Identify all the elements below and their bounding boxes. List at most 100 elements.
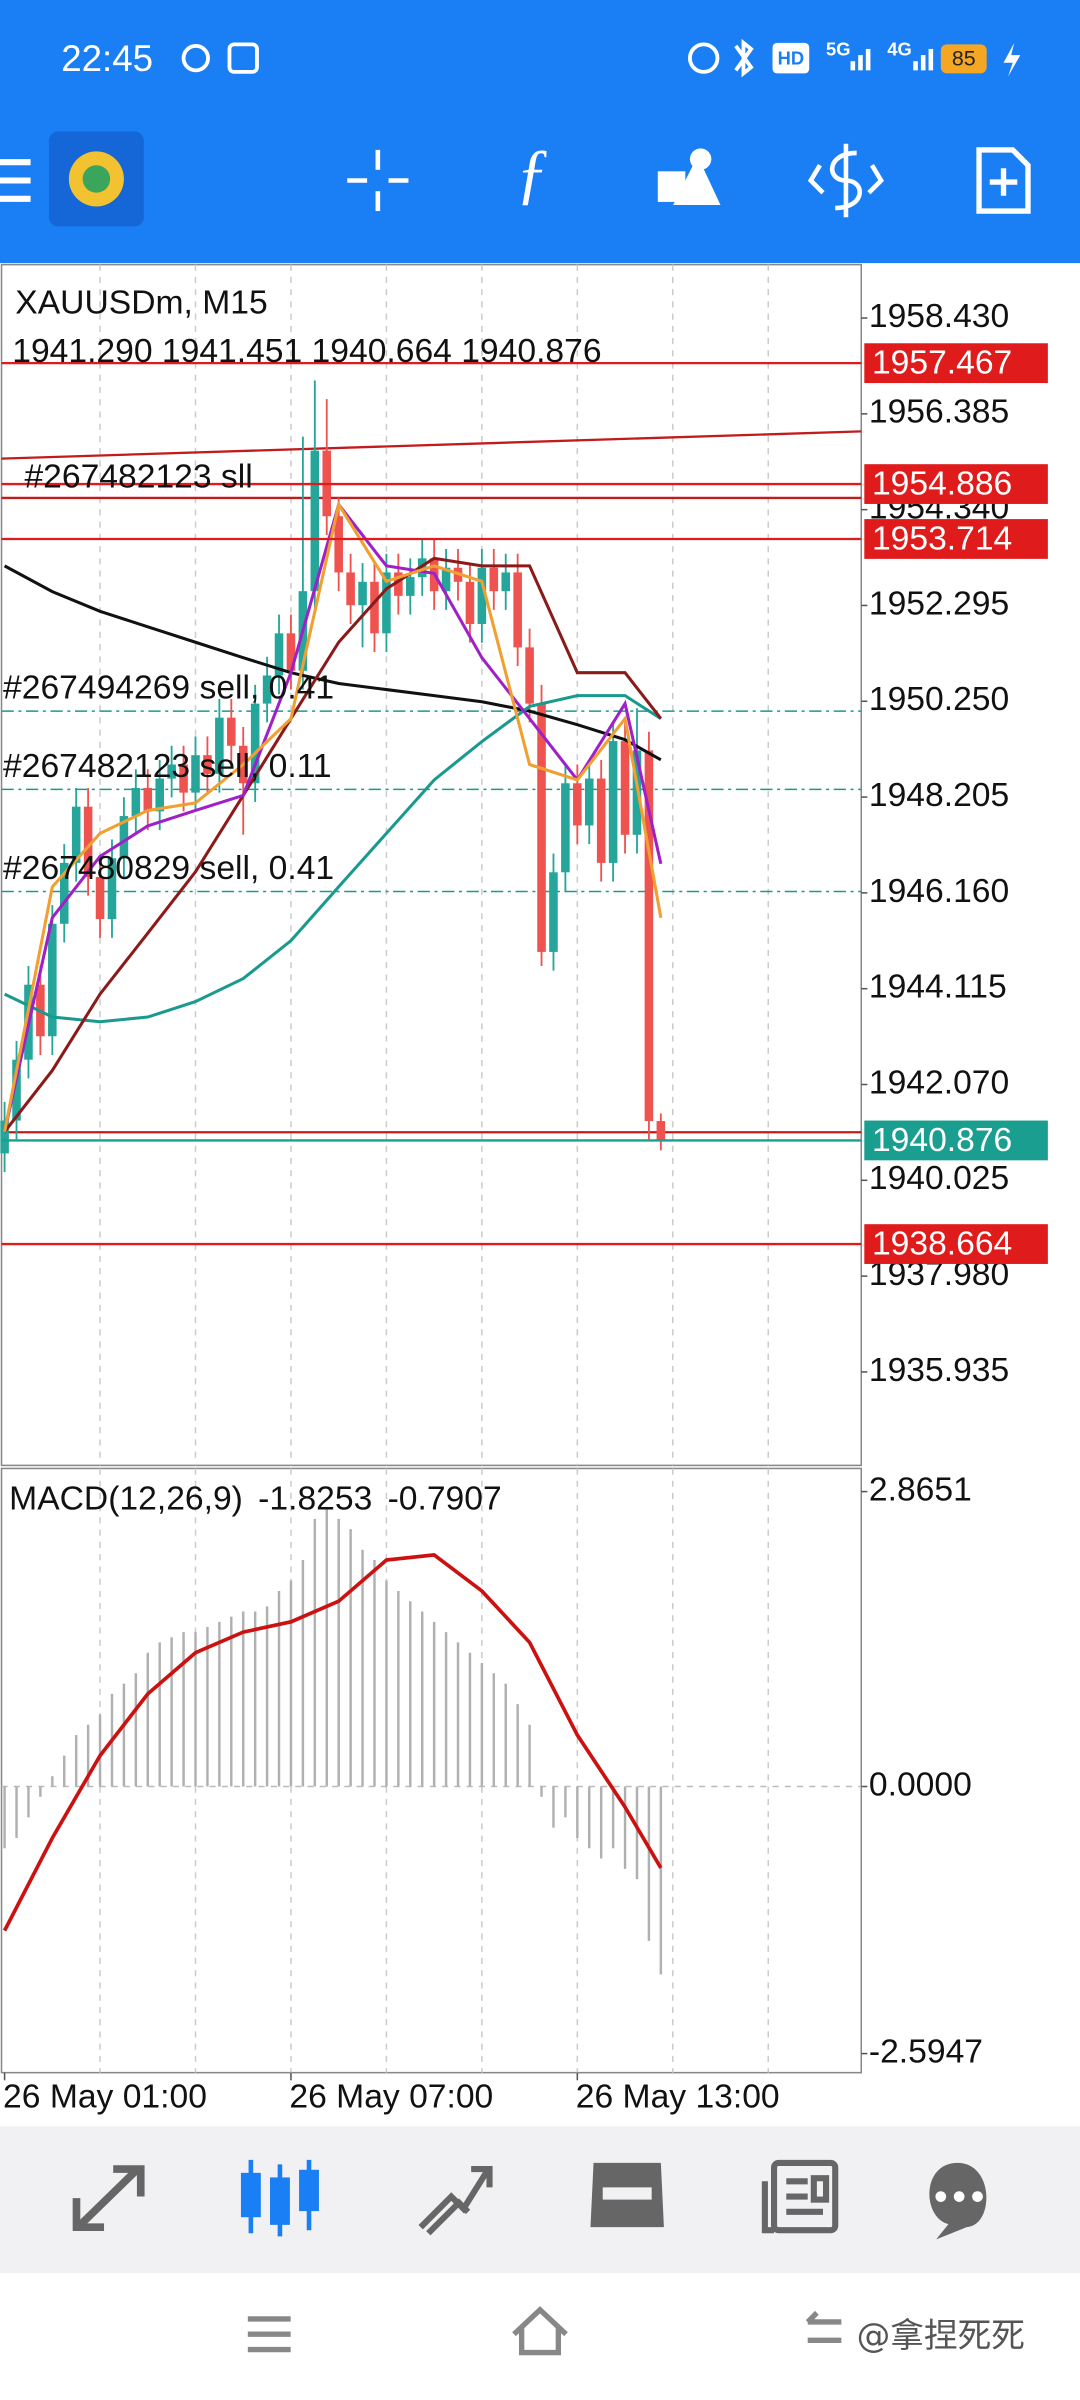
candle-body xyxy=(131,787,141,817)
app-logo[interactable] xyxy=(48,131,144,227)
status-icons-part xyxy=(181,43,210,73)
system-nav-part[interactable] xyxy=(805,2310,842,2344)
system-nav-part[interactable] xyxy=(512,2306,568,2356)
macd-main: -1.8253 xyxy=(258,1480,372,1517)
charging-icon xyxy=(1003,42,1021,77)
network-2: 4G xyxy=(887,38,911,59)
y-tick-label: 1940.025 xyxy=(869,1160,1009,1197)
nav-history-part[interactable] xyxy=(602,2187,652,2200)
level-label: 1954.886 xyxy=(872,465,1012,502)
new-order-button[interactable] xyxy=(976,147,1031,214)
level-label: 1938.664 xyxy=(872,1225,1012,1262)
candle-body xyxy=(549,872,558,952)
nav-chat-part[interactable] xyxy=(972,2191,983,2202)
level-label-bg xyxy=(864,464,1048,504)
nav-trade-part[interactable] xyxy=(426,2198,471,2236)
trade-button[interactable] xyxy=(807,143,885,218)
macd-tick-label: 2.8651 xyxy=(869,1471,972,1508)
signal-bars-part xyxy=(913,61,918,71)
battery-level: 85 xyxy=(952,46,976,70)
menu-button[interactable] xyxy=(0,159,31,202)
y-tick-label: 1944.115 xyxy=(869,969,1007,1006)
moving-average xyxy=(3,500,663,1133)
moving-average xyxy=(3,556,663,1133)
candle-body xyxy=(227,717,236,746)
moving-average xyxy=(3,564,662,762)
nav-chat-part[interactable] xyxy=(953,2191,965,2202)
objects-button-part[interactable] xyxy=(689,148,712,170)
trade-button-part[interactable] xyxy=(867,164,885,195)
nav-news[interactable] xyxy=(761,2159,839,2234)
candle-body xyxy=(441,567,451,592)
candle-body xyxy=(584,778,594,826)
nav-history[interactable] xyxy=(590,2162,664,2228)
candle-body xyxy=(596,778,606,863)
candle-body xyxy=(286,633,296,671)
time-label: 26 May 07:00 xyxy=(289,2079,493,2116)
candle-body xyxy=(370,581,379,634)
order-label: #267480829 sell, 0.41 xyxy=(3,850,334,887)
signal-bars-part xyxy=(858,55,863,71)
nav-chart[interactable] xyxy=(240,2159,319,2237)
candle-body xyxy=(215,717,224,774)
macd-label: MACD(12,26,9) -1.8253 -0.7907 xyxy=(9,1480,502,1517)
nav-chart-part[interactable] xyxy=(240,2172,261,2218)
macd-tick-label: 0.0000 xyxy=(869,1766,972,1803)
signal-bars-part xyxy=(865,48,871,71)
indicators-button[interactable]: ƒ xyxy=(516,136,550,211)
candle-body xyxy=(465,581,475,624)
system-nav[interactable] xyxy=(247,2306,842,2356)
nav-news-part[interactable] xyxy=(761,2181,775,2234)
macd-name: MACD(12,26,9) xyxy=(9,1480,243,1517)
crosshair-button[interactable] xyxy=(347,149,409,212)
nav-quotes-part[interactable] xyxy=(76,2166,141,2229)
candle-body xyxy=(12,1059,21,1121)
bottom-nav-bg xyxy=(0,2126,1080,2274)
nav-quotes-part[interactable] xyxy=(113,2165,145,2197)
candle-body xyxy=(48,923,57,1037)
nav-trade-part[interactable] xyxy=(471,2165,493,2188)
candle-body xyxy=(83,806,93,877)
candle-body xyxy=(573,783,582,826)
nav-quotes[interactable] xyxy=(72,2165,145,2231)
app-logo-part[interactable] xyxy=(82,165,111,193)
sl-label: #267482123 sll xyxy=(24,459,252,496)
nav-news-part[interactable] xyxy=(810,2175,830,2203)
candle-body xyxy=(561,783,570,873)
candle-body xyxy=(191,755,200,793)
candle-body xyxy=(477,567,487,624)
candle-body xyxy=(155,778,164,812)
candle-body xyxy=(537,703,546,952)
trade-button-part[interactable] xyxy=(807,164,825,195)
candle-body xyxy=(310,450,320,592)
quote: 1941.290 1941.451 1940.664 1940.876 xyxy=(12,333,601,370)
status-icons xyxy=(181,38,754,78)
level-label-bg xyxy=(864,1120,1048,1161)
candle-body xyxy=(346,572,355,606)
y-tick-label: 1950.250 xyxy=(869,681,1009,718)
new-order-button-part[interactable] xyxy=(976,147,1031,214)
level-label-bg xyxy=(864,519,1048,559)
objects-button-part[interactable] xyxy=(673,156,721,205)
nav-quotes-part[interactable] xyxy=(72,2198,105,2231)
candle-body xyxy=(405,577,415,596)
status-icons-part xyxy=(734,38,754,78)
objects-button[interactable] xyxy=(657,148,721,205)
y-tick-label: 1935.935 xyxy=(869,1352,1009,1389)
watermark: @拿捏死死 xyxy=(857,2316,1025,2355)
nav-chart-part[interactable] xyxy=(299,2169,319,2212)
nav-trade[interactable] xyxy=(418,2165,493,2236)
nav-chat[interactable] xyxy=(929,2162,987,2240)
candle-body xyxy=(0,1120,9,1154)
y-tick-label: 1952.295 xyxy=(869,585,1009,622)
macd-tick-label: -2.5947 xyxy=(869,2033,983,2070)
candle-body xyxy=(656,1121,666,1141)
nav-chat-part[interactable] xyxy=(935,2191,947,2202)
signal-bars xyxy=(850,48,934,71)
nav-chart-part[interactable] xyxy=(270,2177,290,2225)
status-icons-part xyxy=(227,42,259,74)
candle-body xyxy=(382,572,391,634)
hd-badge xyxy=(772,42,810,74)
nav-news-part[interactable] xyxy=(770,2159,839,2234)
